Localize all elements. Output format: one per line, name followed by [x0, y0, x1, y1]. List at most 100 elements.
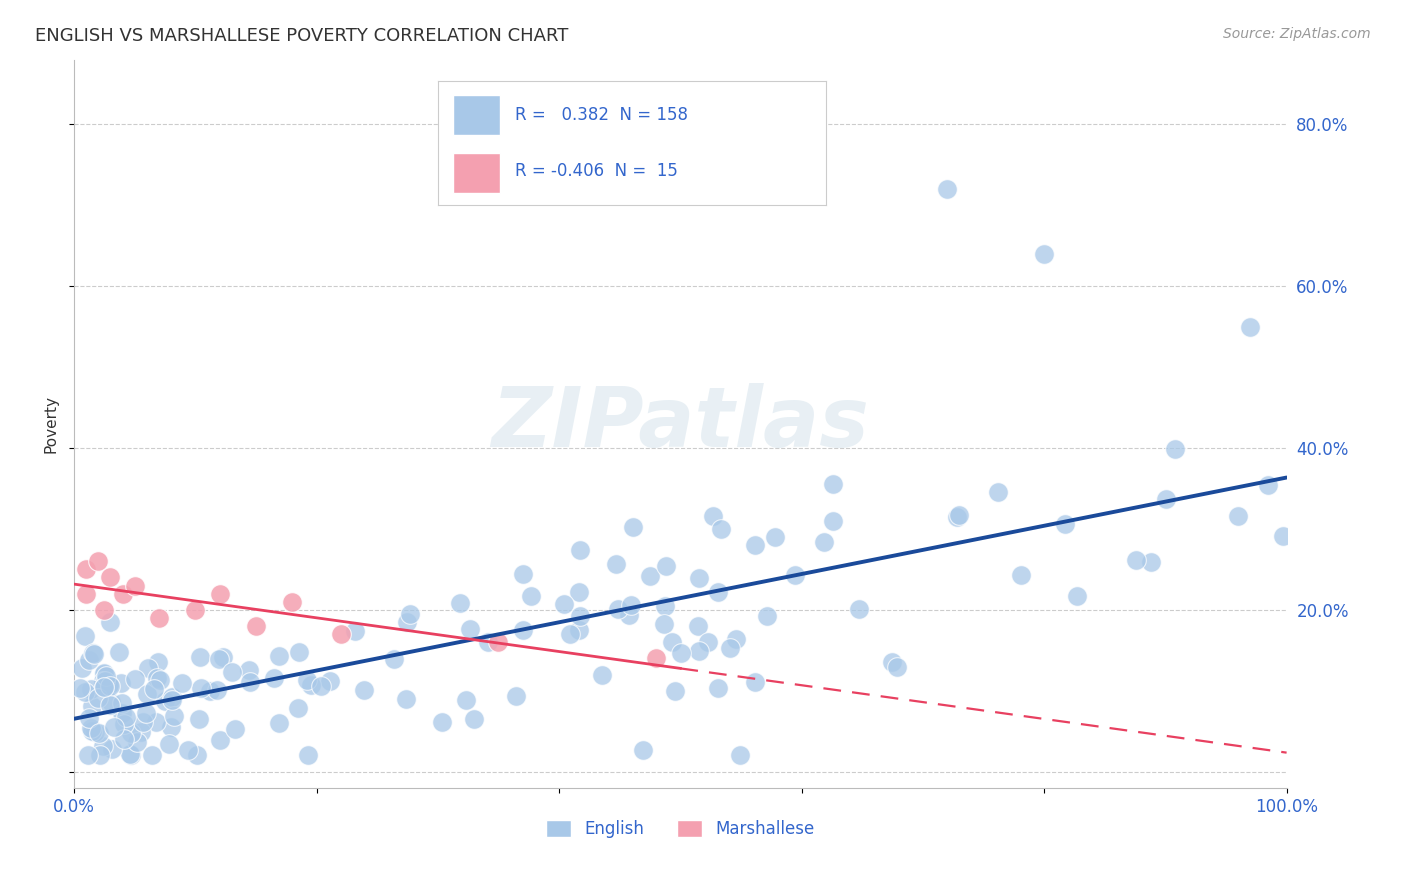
- Point: [1154, 491, 1177, 506]
- Point: [80, 721, 103, 735]
- Point: [297, 748, 319, 763]
- Point: [120, 726, 142, 740]
- Point: [319, 674, 342, 689]
- Point: [267, 716, 290, 731]
- Point: [512, 624, 534, 638]
- Point: [398, 607, 420, 621]
- Point: [631, 742, 654, 756]
- Point: [458, 622, 481, 636]
- Point: [655, 559, 678, 574]
- Point: [512, 567, 534, 582]
- Point: [187, 712, 209, 726]
- Point: [395, 692, 418, 706]
- Point: [638, 569, 661, 583]
- Point: [763, 530, 786, 544]
- Point: [329, 627, 352, 641]
- Point: [72, 661, 94, 675]
- Point: [783, 568, 806, 582]
- Point: [129, 724, 152, 739]
- Point: [93, 673, 115, 688]
- Point: [821, 514, 844, 528]
- Point: [93, 667, 115, 681]
- Point: [111, 587, 134, 601]
- Point: [432, 715, 454, 730]
- Point: [353, 682, 375, 697]
- Point: [93, 681, 115, 695]
- Point: [505, 689, 527, 703]
- Point: [125, 735, 148, 749]
- Point: [108, 645, 131, 659]
- Point: [245, 619, 267, 633]
- Point: [110, 676, 132, 690]
- Point: [82, 698, 104, 713]
- Point: [73, 629, 96, 643]
- Point: [80, 723, 103, 738]
- Point: [124, 672, 146, 686]
- Point: [83, 647, 105, 661]
- Point: [707, 681, 730, 696]
- Point: [94, 674, 117, 689]
- Point: [707, 585, 730, 599]
- Point: [100, 695, 122, 709]
- Point: [93, 739, 115, 753]
- Point: [75, 587, 97, 601]
- Point: [686, 619, 709, 633]
- Point: [114, 710, 136, 724]
- Point: [103, 719, 125, 733]
- Point: [93, 681, 115, 695]
- Point: [160, 720, 183, 734]
- Point: [146, 655, 169, 669]
- Point: [205, 682, 228, 697]
- Point: [287, 701, 309, 715]
- Point: [1272, 529, 1295, 543]
- Point: [848, 602, 870, 616]
- Point: [93, 603, 115, 617]
- Point: [120, 748, 142, 763]
- Point: [744, 539, 766, 553]
- Point: [568, 585, 591, 599]
- Point: [295, 673, 318, 687]
- Point: [607, 602, 630, 616]
- Text: Source: ZipAtlas.com: Source: ZipAtlas.com: [1223, 27, 1371, 41]
- Point: [77, 653, 100, 667]
- Point: [160, 693, 183, 707]
- Point: [1139, 555, 1161, 569]
- Point: [702, 508, 724, 523]
- Point: [697, 634, 720, 648]
- Point: [288, 645, 311, 659]
- Point: [688, 644, 710, 658]
- Point: [112, 731, 135, 746]
- Point: [80, 681, 103, 696]
- Point: [100, 741, 122, 756]
- Point: [190, 681, 212, 695]
- Point: [652, 617, 675, 632]
- Point: [170, 676, 193, 690]
- Point: [208, 733, 231, 747]
- Point: [114, 717, 136, 731]
- Point: [344, 624, 367, 639]
- Point: [146, 671, 169, 685]
- Point: [153, 694, 176, 708]
- Point: [98, 679, 121, 693]
- Point: [619, 607, 641, 622]
- Point: [96, 669, 118, 683]
- Point: [553, 597, 575, 611]
- Point: [568, 623, 591, 637]
- Point: [69, 681, 91, 696]
- Point: [135, 687, 157, 701]
- Point: [654, 599, 676, 613]
- Point: [224, 723, 246, 737]
- Point: [221, 665, 243, 679]
- Point: [1125, 553, 1147, 567]
- Point: [163, 709, 186, 723]
- Point: [135, 706, 157, 720]
- Point: [93, 666, 115, 681]
- Point: [946, 509, 969, 524]
- Point: [143, 681, 166, 696]
- Point: [645, 651, 668, 665]
- Point: [449, 596, 471, 610]
- Point: [886, 660, 908, 674]
- Point: [188, 650, 211, 665]
- Point: [463, 712, 485, 726]
- Point: [936, 182, 959, 196]
